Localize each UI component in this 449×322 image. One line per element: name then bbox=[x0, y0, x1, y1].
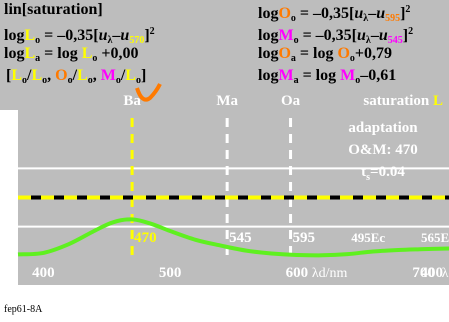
formula-line-3: logLa = log Lo +0,00 bbox=[4, 45, 139, 64]
x-tick-label-0: 400 bbox=[32, 265, 55, 281]
annotation-1: O&M: 470 bbox=[348, 142, 418, 158]
x-extra-label: 400 bbox=[421, 265, 444, 281]
footer-label: fep61-8A bbox=[4, 304, 43, 315]
top-label-2: Oa bbox=[281, 93, 301, 109]
x-tick-label-1: 500 bbox=[159, 265, 182, 281]
x-tick-label-2: 600 bbox=[286, 265, 309, 281]
y-tick-label-0: 2 bbox=[4, 132, 12, 148]
formula-right-1: logOo = –0,35[uλ–u595]2 bbox=[258, 4, 411, 24]
formula-line-4: [Lo/Lo, Oo/Lo, Mo/Lo] bbox=[6, 67, 147, 86]
vertical-markers bbox=[130, 118, 293, 255]
extra-label-1: 565Ec bbox=[421, 230, 449, 245]
formula-right-3: logOa = log Oo+0,79 bbox=[258, 45, 393, 64]
chart-labels: 20–2400500600700λd/nmλc400BaMaOasaturati… bbox=[0, 93, 449, 281]
annotation-2: ts=0.04 bbox=[361, 164, 405, 183]
x-unit-label: λd/nm bbox=[312, 266, 348, 281]
gridlines bbox=[18, 167, 449, 228]
series-line bbox=[17, 217, 449, 258]
extra-label-0: 495Ec bbox=[351, 230, 385, 245]
marker-label-0: 470 bbox=[134, 230, 157, 246]
marker-label-1: 545 bbox=[229, 230, 252, 246]
y-tick-label-2: –2 bbox=[0, 249, 16, 265]
x-tick-label-3: 700 bbox=[412, 265, 435, 281]
x-unit2-label: λc bbox=[442, 266, 449, 281]
formula-line-2: logLo = –0,35[uλ–u570]2 bbox=[4, 26, 155, 46]
orange-wave bbox=[135, 83, 162, 102]
right-label-letter: L bbox=[433, 93, 443, 109]
annotation-0: adaptation bbox=[348, 120, 418, 136]
orange-wave-mark bbox=[135, 83, 162, 102]
top-label-1: Ma bbox=[216, 93, 238, 109]
formula-line-1: lin[saturation] bbox=[4, 1, 103, 18]
header-panel bbox=[0, 0, 449, 110]
marker-label-2: 595 bbox=[293, 230, 316, 246]
formula-right-2: logMo = –0,35[uλ–u545]2 bbox=[258, 26, 414, 46]
top-label-0: Ba bbox=[123, 93, 141, 109]
y-tick-label-1: 0 bbox=[4, 191, 12, 207]
formula-right-4: logMa = log Mo–0,61 bbox=[258, 67, 397, 86]
right-label: saturation L bbox=[363, 93, 443, 109]
